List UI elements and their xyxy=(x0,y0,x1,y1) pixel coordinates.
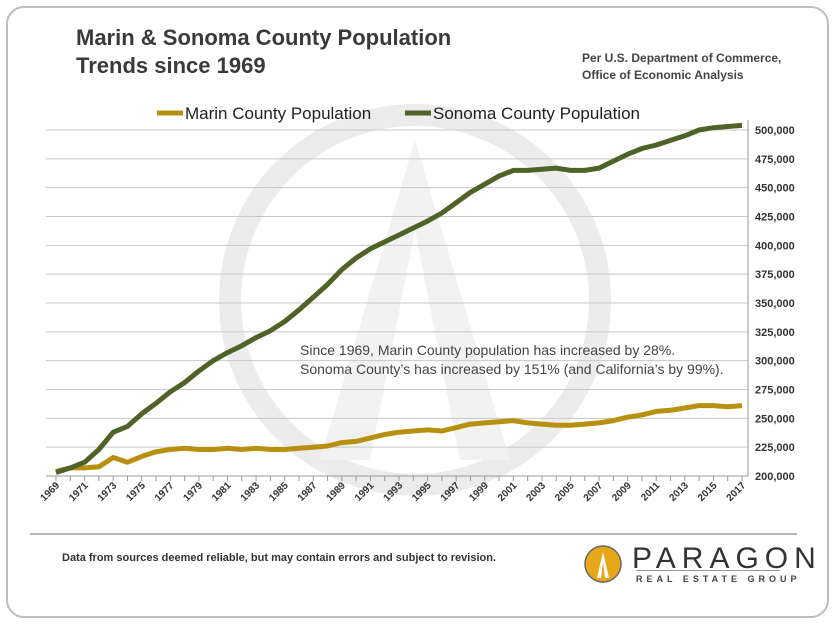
paragon-logo-icon xyxy=(584,545,622,583)
source-line-1: Per U.S. Department of Commerce, xyxy=(582,51,782,65)
x-tick-label: 2007 xyxy=(582,480,606,504)
x-tick-label: 1969 xyxy=(39,480,63,504)
brand-divider xyxy=(636,570,780,571)
x-tick-label: 1983 xyxy=(239,480,263,504)
x-tick-label: 2003 xyxy=(525,480,549,504)
brand-name: PARAGON xyxy=(632,542,822,575)
x-tick-label: 2009 xyxy=(610,480,634,504)
x-tick-label: 2005 xyxy=(553,480,577,504)
chart-title: Marin & Sonoma County Population Trends … xyxy=(76,24,451,80)
x-tick-label: 1979 xyxy=(182,480,206,504)
x-tick-label: 1989 xyxy=(324,480,348,504)
y-tick-label: 375,000 xyxy=(755,269,795,281)
y-tick-label: 500,000 xyxy=(755,125,795,137)
y-tick-label: 450,000 xyxy=(755,183,795,195)
y-tick-label: 200,000 xyxy=(755,471,795,483)
x-tick-label: 2017 xyxy=(725,480,749,504)
y-tick-label: 350,000 xyxy=(755,298,795,310)
y-tick-label: 300,000 xyxy=(755,356,795,368)
x-tick-label: 2013 xyxy=(667,480,691,504)
series-line-sonoma xyxy=(55,122,743,475)
slide-frame xyxy=(6,6,829,618)
x-tick-label: 1973 xyxy=(96,480,120,504)
y-tick-label: 425,000 xyxy=(755,212,795,224)
y-tick-label: 325,000 xyxy=(755,327,795,339)
y-tick-label: 475,000 xyxy=(755,154,795,166)
brand-subtitle: REAL ESTATE GROUP xyxy=(636,574,801,584)
y-tick-label: 225,000 xyxy=(755,442,795,454)
series-line-marin xyxy=(55,403,743,474)
footnote: Data from sources deemed reliable, but m… xyxy=(62,552,497,564)
y-tick-label: 400,000 xyxy=(755,240,795,252)
title-line-1: Marin & Sonoma County Population xyxy=(76,25,452,50)
source-line-2: Office of Economic Analysis xyxy=(582,68,744,82)
x-tick-label: 1985 xyxy=(267,480,291,504)
x-tick-label: 1971 xyxy=(67,480,91,504)
x-tick-label: 1975 xyxy=(124,480,148,504)
line-chart: 200,000 225,000 250,000 275,000 300,000 325,0… xyxy=(39,104,795,504)
legend-label: Sonoma County Population xyxy=(433,104,640,123)
y-tick-label: 250,000 xyxy=(755,413,795,425)
x-tick-label: 2001 xyxy=(496,480,520,504)
x-tick-label: 2015 xyxy=(696,480,720,504)
annotation-line: Sonoma County’s has increased by 151% (a… xyxy=(300,361,724,377)
footer-divider xyxy=(30,533,797,535)
x-tick-label: 1981 xyxy=(210,480,234,504)
legend-label: Marin County Population xyxy=(185,104,371,123)
x-tick-label: 2011 xyxy=(639,480,662,503)
y-tick-label: 275,000 xyxy=(755,385,795,397)
watermark-logo xyxy=(320,140,510,460)
source-note: Per U.S. Department of Commerce, Office … xyxy=(582,50,781,84)
title-line-2: Trends since 1969 xyxy=(76,53,266,78)
annotation-line: Since 1969, Marin County population has … xyxy=(300,342,675,358)
x-tick-label: 1977 xyxy=(153,480,177,504)
x-tick-label: 1987 xyxy=(296,480,320,504)
